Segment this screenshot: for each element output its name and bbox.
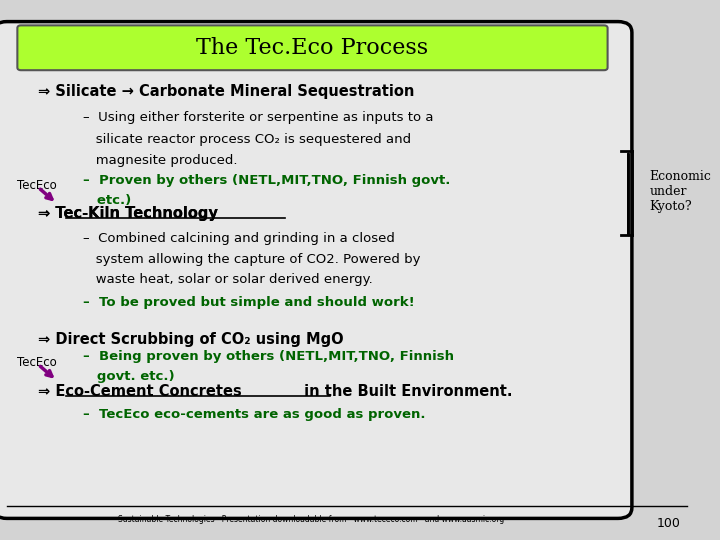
Text: Economic
under
Kyoto?: Economic under Kyoto? — [649, 170, 711, 213]
Text: ⇒ Eco-Cement Concretes: ⇒ Eco-Cement Concretes — [38, 384, 242, 400]
Text: –  Being proven by others (NETL,MIT,TNO, Finnish: – Being proven by others (NETL,MIT,TNO, … — [84, 350, 454, 363]
Text: system allowing the capture of CO2. Powered by: system allowing the capture of CO2. Powe… — [84, 253, 420, 266]
FancyBboxPatch shape — [17, 25, 608, 70]
Text: govt. etc.): govt. etc.) — [84, 370, 175, 383]
Text: waste heat, solar or solar derived energy.: waste heat, solar or solar derived energ… — [84, 273, 373, 286]
Text: TecEco: TecEco — [17, 179, 57, 192]
Text: –  TecEco eco-cements are as good as proven.: – TecEco eco-cements are as good as prov… — [84, 408, 426, 421]
Text: –  Combined calcining and grinding in a closed: – Combined calcining and grinding in a c… — [84, 232, 395, 245]
Text: 100: 100 — [657, 517, 680, 530]
Text: ⇒ Direct Scrubbing of CO₂ using MgO: ⇒ Direct Scrubbing of CO₂ using MgO — [38, 332, 344, 347]
Text: Sustainable Technologies   Presentation downloadable from   www.tececo.com   and: Sustainable Technologies Presentation do… — [118, 515, 504, 524]
Text: The Tec.Eco Process: The Tec.Eco Process — [197, 37, 428, 58]
Text: ⇒ Tec-Kiln Technology: ⇒ Tec-Kiln Technology — [38, 206, 218, 221]
FancyBboxPatch shape — [0, 22, 632, 518]
Text: –  To be proved but simple and should work!: – To be proved but simple and should wor… — [84, 296, 415, 309]
Text: TecEco: TecEco — [17, 356, 57, 369]
Text: in the Built Environment.: in the Built Environment. — [299, 384, 512, 400]
Text: –  Using either forsterite or serpentine as inputs to a: – Using either forsterite or serpentine … — [84, 111, 434, 124]
Text: ⇒ Silicate → Carbonate Mineral Sequestration: ⇒ Silicate → Carbonate Mineral Sequestra… — [38, 84, 415, 99]
Text: ⇒ Tec-Kiln Technology: ⇒ Tec-Kiln Technology — [38, 206, 218, 221]
Text: silicate reactor process CO₂ is sequestered and: silicate reactor process CO₂ is sequeste… — [84, 133, 411, 146]
Text: –  Proven by others (NETL,MIT,TNO, Finnish govt.: – Proven by others (NETL,MIT,TNO, Finnis… — [84, 174, 451, 187]
Text: etc.): etc.) — [84, 194, 132, 207]
Text: magnesite produced.: magnesite produced. — [84, 154, 238, 167]
